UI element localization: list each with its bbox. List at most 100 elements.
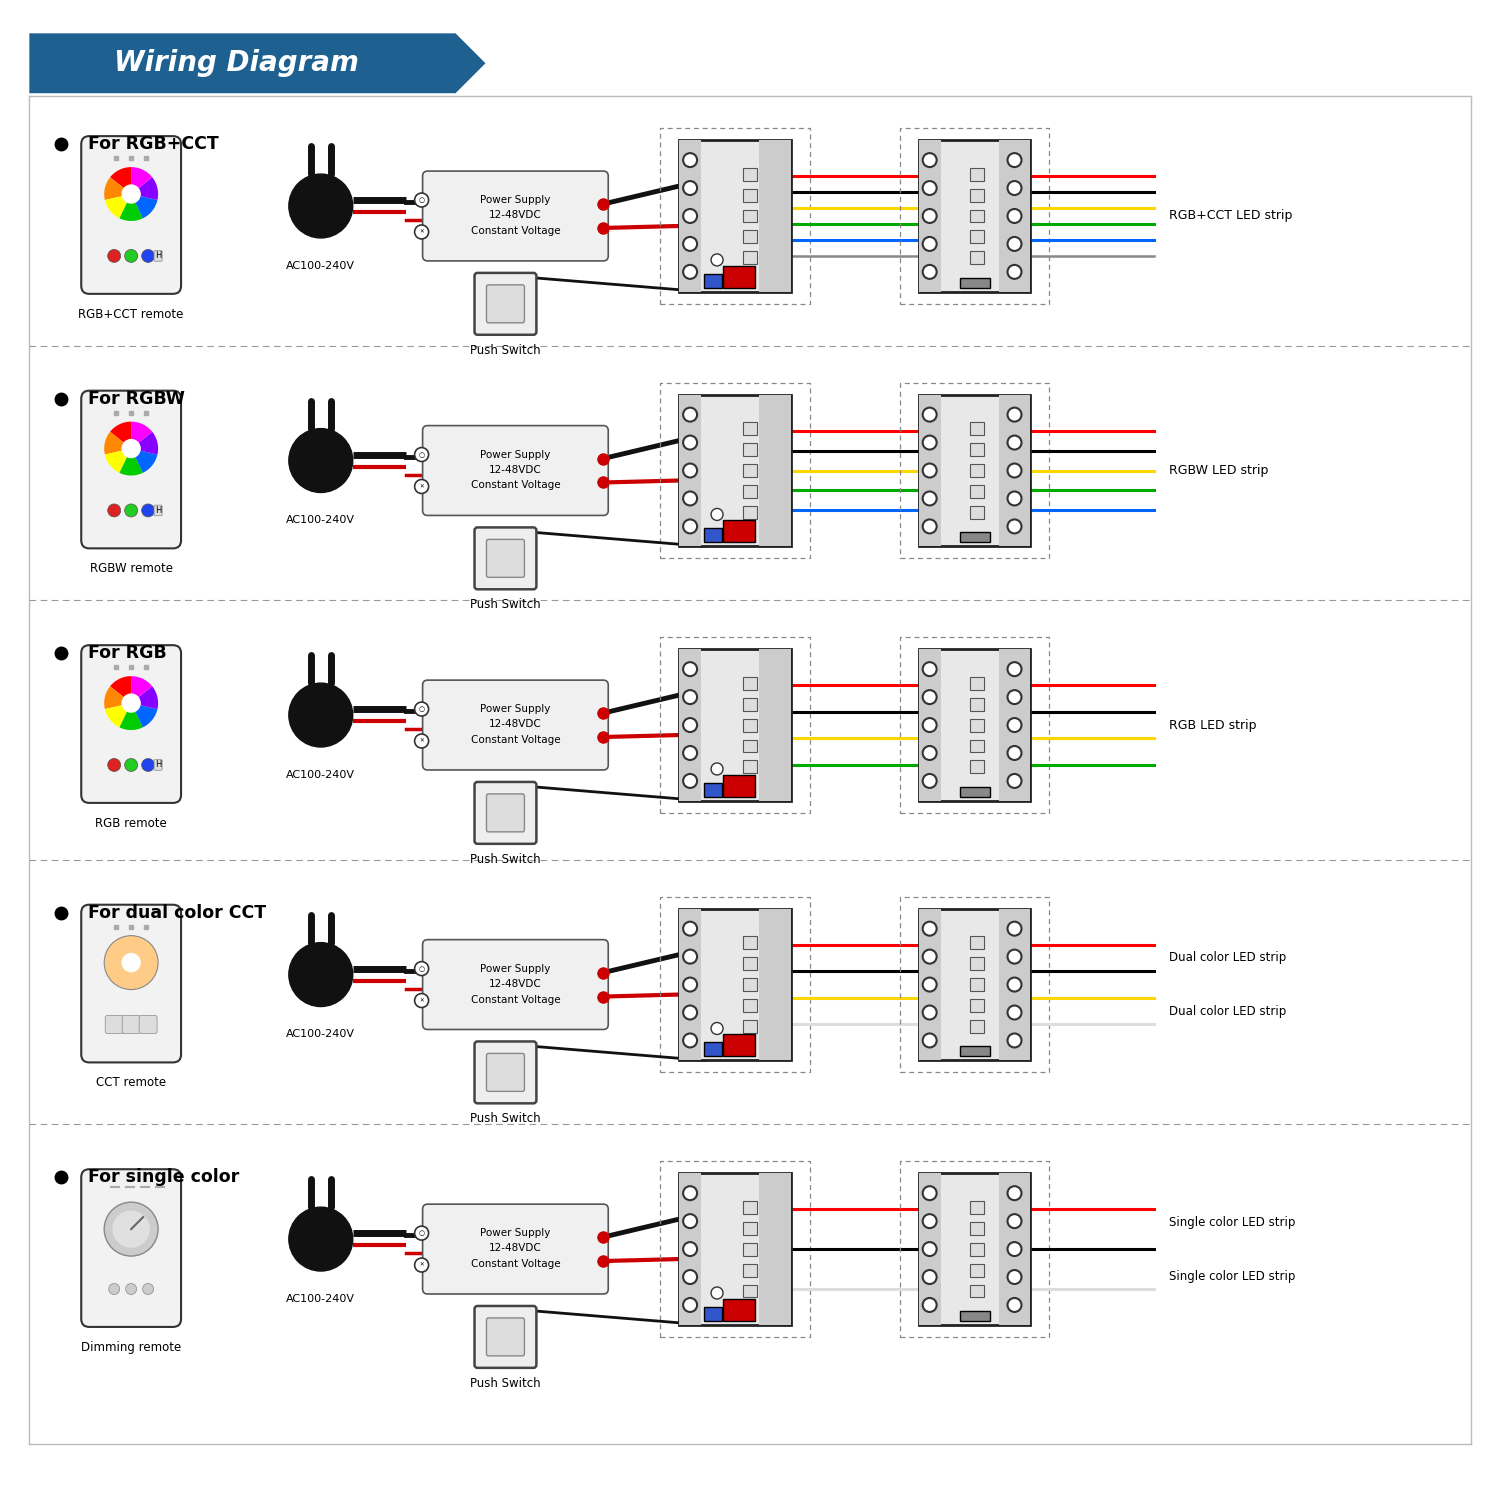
Circle shape [414, 962, 429, 975]
Polygon shape [138, 432, 158, 454]
Bar [723, 1299, 754, 1322]
Circle shape [1008, 464, 1022, 477]
FancyBboxPatch shape [486, 1053, 525, 1092]
Bar [969, 936, 984, 950]
Text: Constant Voltage: Constant Voltage [471, 994, 560, 1005]
Bar [680, 1173, 700, 1324]
Circle shape [682, 237, 698, 250]
Bar [742, 978, 758, 992]
Text: ○: ○ [419, 452, 424, 458]
Bar [918, 1173, 940, 1324]
Bar [742, 1020, 758, 1034]
Circle shape [682, 690, 698, 703]
Circle shape [922, 182, 936, 195]
Circle shape [682, 408, 698, 422]
Text: 12-48VDC: 12-48VDC [489, 1244, 542, 1252]
Circle shape [922, 408, 936, 422]
Text: Push Switch: Push Switch [470, 1377, 542, 1390]
Circle shape [124, 504, 138, 518]
Polygon shape [130, 166, 152, 189]
Bar [704, 783, 722, 796]
Circle shape [922, 978, 936, 992]
Circle shape [414, 480, 429, 494]
Text: RGB+CCT LED strip: RGB+CCT LED strip [1168, 210, 1293, 222]
Circle shape [922, 921, 936, 936]
Bar [742, 189, 758, 201]
Circle shape [108, 249, 120, 262]
Circle shape [1008, 1270, 1022, 1284]
Text: For RGB: For RGB [88, 644, 166, 662]
Bar [960, 1311, 990, 1322]
Circle shape [414, 194, 429, 207]
Circle shape [682, 519, 698, 534]
Circle shape [124, 759, 138, 771]
FancyBboxPatch shape [486, 1318, 525, 1356]
Polygon shape [138, 177, 158, 200]
Circle shape [922, 950, 936, 963]
Circle shape [1008, 978, 1022, 992]
Circle shape [414, 1258, 429, 1272]
Bar [969, 1284, 984, 1298]
Text: 12-48VDC: 12-48VDC [489, 465, 542, 474]
FancyBboxPatch shape [474, 1306, 537, 1368]
Bar [759, 140, 790, 292]
Circle shape [1008, 153, 1022, 166]
Circle shape [922, 1242, 936, 1256]
Circle shape [1008, 1298, 1022, 1312]
Circle shape [1008, 1242, 1022, 1256]
FancyBboxPatch shape [81, 645, 182, 802]
Circle shape [1008, 1034, 1022, 1047]
Bar [680, 394, 700, 546]
Bar [969, 484, 984, 498]
Circle shape [682, 921, 698, 936]
Bar [742, 1284, 758, 1298]
FancyBboxPatch shape [423, 426, 609, 516]
Text: H: H [154, 506, 162, 515]
Bar [759, 650, 790, 801]
Bar [918, 909, 1030, 1060]
Circle shape [414, 993, 429, 1008]
Circle shape [682, 435, 698, 450]
Circle shape [290, 942, 352, 1006]
Circle shape [1008, 774, 1022, 788]
Bar [742, 1263, 758, 1276]
FancyBboxPatch shape [486, 285, 525, 322]
Bar [742, 506, 758, 519]
Text: Dual color LED strip: Dual color LED strip [1168, 951, 1287, 964]
Polygon shape [105, 450, 128, 472]
Circle shape [682, 492, 698, 506]
FancyBboxPatch shape [486, 794, 525, 832]
Bar [969, 718, 984, 732]
Bar [918, 140, 1030, 292]
Text: Constant Voltage: Constant Voltage [471, 480, 560, 490]
Text: RGB remote: RGB remote [96, 818, 166, 830]
FancyBboxPatch shape [105, 1016, 123, 1034]
Bar [969, 252, 984, 264]
Bar [969, 231, 984, 243]
Bar [742, 936, 758, 950]
Polygon shape [105, 196, 128, 219]
Bar [680, 909, 700, 1060]
Bar [969, 999, 984, 1012]
Bar [704, 274, 722, 288]
Bar [742, 740, 758, 753]
Circle shape [922, 1214, 936, 1228]
Polygon shape [120, 456, 142, 476]
FancyBboxPatch shape [81, 1168, 182, 1328]
Circle shape [922, 237, 936, 250]
Circle shape [922, 690, 936, 703]
Text: RGB LED strip: RGB LED strip [1168, 718, 1257, 732]
Circle shape [414, 702, 429, 715]
Circle shape [922, 718, 936, 732]
Bar [969, 210, 984, 222]
Circle shape [108, 1284, 120, 1294]
Bar [918, 1173, 1030, 1324]
Circle shape [290, 682, 352, 747]
Circle shape [414, 734, 429, 748]
Bar [918, 394, 1030, 546]
FancyBboxPatch shape [81, 136, 182, 294]
Circle shape [1008, 950, 1022, 963]
Circle shape [1008, 921, 1022, 936]
Bar [969, 506, 984, 519]
Text: Push Switch: Push Switch [470, 853, 542, 865]
